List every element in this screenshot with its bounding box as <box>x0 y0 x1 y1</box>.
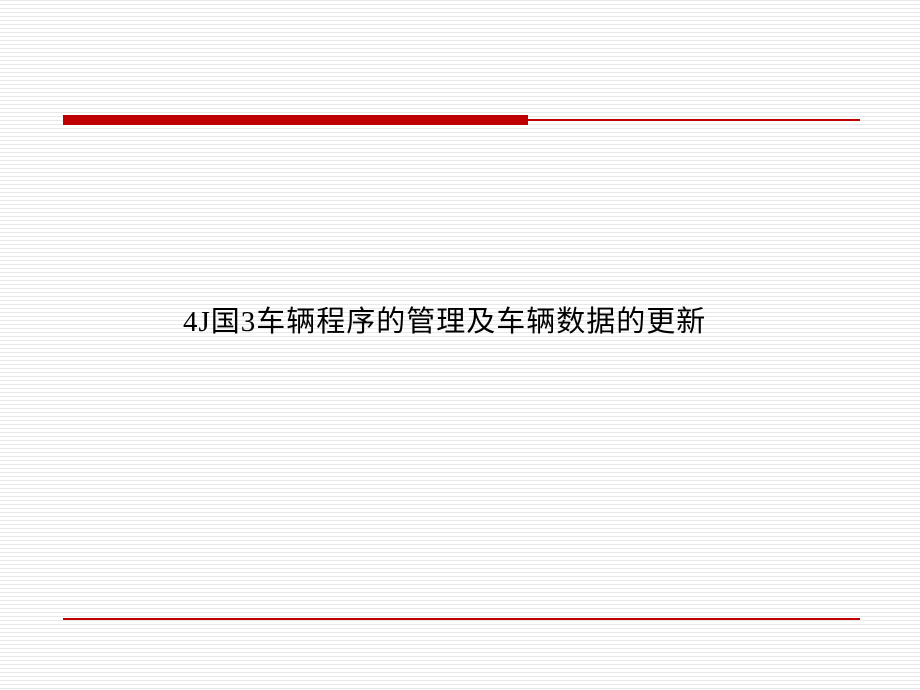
top-divider-thin-segment <box>528 119 860 121</box>
top-divider <box>63 115 860 125</box>
bottom-divider <box>63 618 860 620</box>
slide-title: 4J国3车辆程序的管理及车辆数据的更新 <box>183 298 706 340</box>
top-divider-thick-segment <box>63 115 528 125</box>
